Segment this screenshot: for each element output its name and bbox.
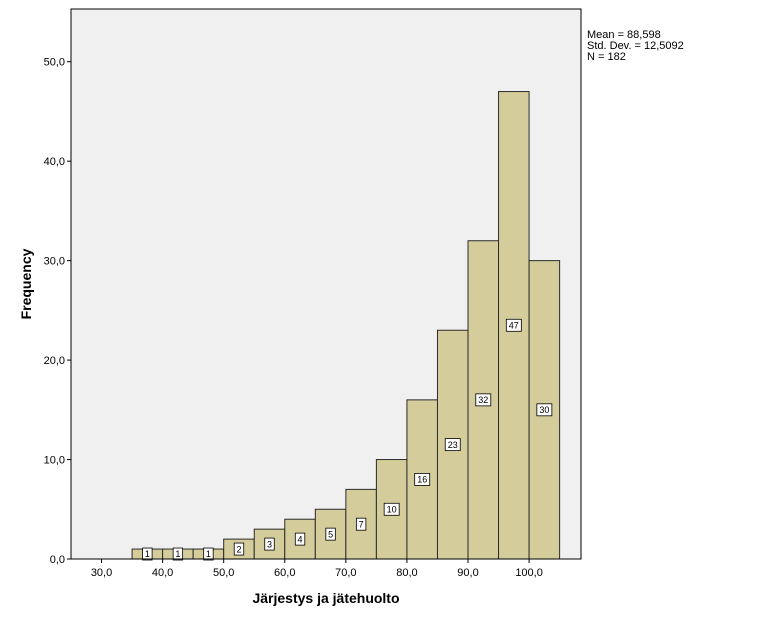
bar-count-label: 23 bbox=[448, 440, 458, 450]
bar-count-label: 47 bbox=[509, 320, 519, 330]
bar-label-box bbox=[355, 517, 367, 531]
x-tick-label: 100,0 bbox=[515, 567, 543, 579]
bar-label-box bbox=[536, 403, 553, 417]
bar-count-label: 32 bbox=[478, 395, 488, 405]
bar-label-box bbox=[203, 547, 214, 561]
stats-box: Mean = 88,598 Std. Dev. = 12,5092 N = 18… bbox=[587, 29, 684, 63]
bar-label-box bbox=[325, 527, 336, 541]
y-tick-label: 50,0 bbox=[44, 57, 65, 69]
axes-group: 0,0 10,0 20,0 30,0 40,0 50,0 30,0 40,0 50,0 60,0 7… bbox=[44, 9, 581, 579]
bar-label-box bbox=[172, 547, 184, 561]
bar-label-box bbox=[383, 502, 400, 516]
x-tick-label: 70,0 bbox=[335, 567, 356, 579]
bar-label-box bbox=[233, 542, 245, 556]
bar-label-box bbox=[414, 473, 431, 486]
bar-count-label: 1 bbox=[145, 549, 150, 559]
bar-count-label: 2 bbox=[236, 544, 241, 554]
y-axis-title: Frequency bbox=[18, 248, 34, 319]
stat-mean: Mean = 88,598 bbox=[587, 29, 661, 41]
y-tick-label: 30,0 bbox=[44, 256, 65, 268]
stat-std-dev: Std. Dev. = 12,5092 bbox=[587, 40, 684, 52]
y-tick-label: 20,0 bbox=[44, 355, 65, 367]
bars-group bbox=[131, 91, 561, 560]
bar-count-label: 5 bbox=[328, 529, 333, 539]
y-tick-label: 0,0 bbox=[50, 554, 65, 566]
bar-count-label: 10 bbox=[387, 504, 397, 514]
bar-label-box bbox=[475, 393, 492, 407]
y-tick-label: 10,0 bbox=[44, 455, 65, 467]
bar-label-box bbox=[444, 438, 461, 452]
x-tick-label: 90,0 bbox=[457, 567, 478, 579]
x-tick-label: 80,0 bbox=[396, 567, 417, 579]
stat-n: N = 182 bbox=[587, 51, 626, 63]
bar-count-label: 1 bbox=[206, 549, 211, 559]
bar-count-label: 7 bbox=[359, 519, 364, 529]
bar-count-label: 3 bbox=[267, 539, 272, 549]
bar-count-label: 1 bbox=[175, 549, 180, 559]
bar-label-box bbox=[264, 537, 275, 551]
bar-count-label: 16 bbox=[417, 475, 427, 485]
x-tick-label: 50,0 bbox=[213, 567, 234, 579]
y-tick-label: 40,0 bbox=[44, 156, 65, 168]
x-tick-label: 60,0 bbox=[274, 567, 295, 579]
x-tick-label: 30,0 bbox=[91, 567, 112, 579]
x-tick-label: 40,0 bbox=[152, 567, 173, 579]
x-axis-title: Järjestys ja jätehuolto bbox=[252, 590, 399, 606]
bar-label-box bbox=[142, 547, 153, 561]
bar-label-box bbox=[294, 532, 306, 546]
bar-count-label: 30 bbox=[539, 405, 549, 415]
bar-count-label: 4 bbox=[298, 534, 303, 544]
bar-label-box bbox=[505, 318, 522, 332]
